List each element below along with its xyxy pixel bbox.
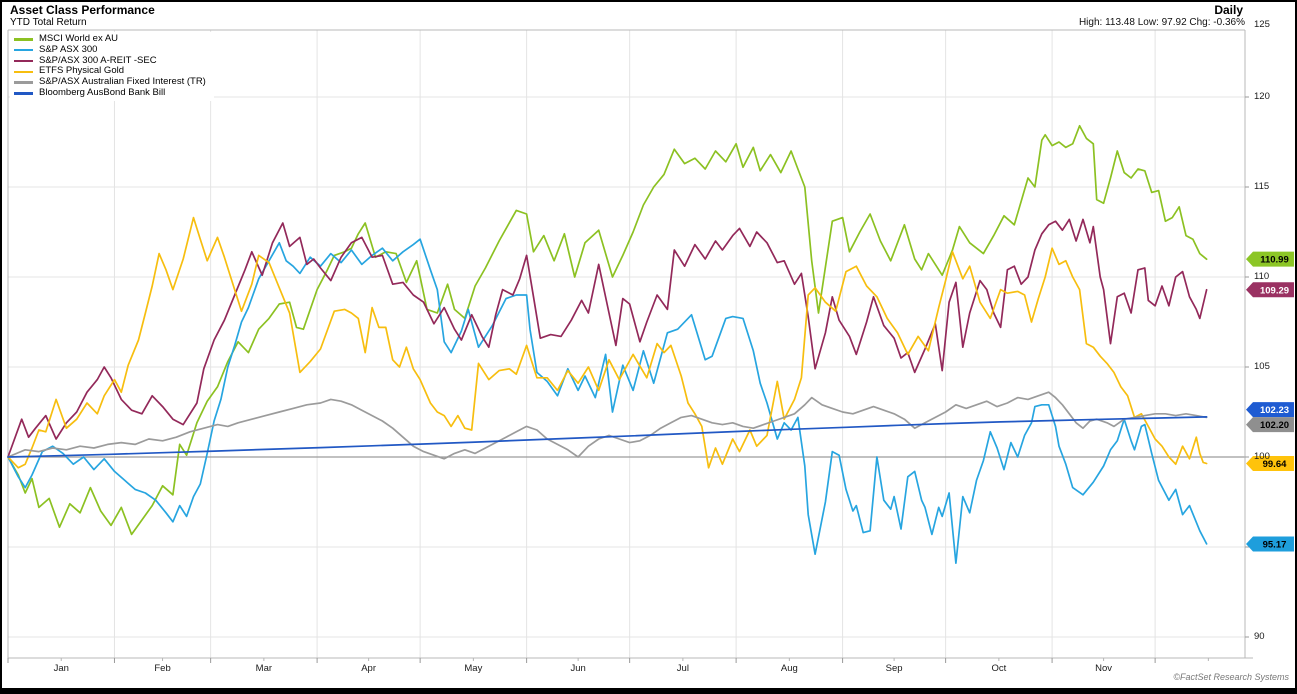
- legend-label: S&P/ASX Australian Fixed Interest (TR): [39, 76, 206, 88]
- x-axis-month-label[interactable]: Feb: [154, 663, 171, 674]
- page-title: Asset Class Performance: [10, 3, 155, 17]
- price-flag-value: 95.17: [1263, 539, 1287, 550]
- legend: MSCI World ex AU S&P ASX 300 S&P/ASX 300 A…: [10, 32, 214, 101]
- price-flag-shape: [1246, 282, 1294, 298]
- x-axis-month-label[interactable]: Apr: [361, 663, 377, 674]
- legend-item-2[interactable]: S&P ASX 300: [14, 43, 206, 56]
- price-flag-shape: [1246, 402, 1294, 418]
- price-flag-value: 109.29: [1260, 285, 1289, 296]
- price-flag-value: 102.23: [1260, 405, 1289, 416]
- chart-subtitle: YTD Total Return: [10, 17, 87, 28]
- y-axis-tick-label: 90: [1254, 631, 1265, 642]
- y-axis-tick-label: 100: [1254, 451, 1270, 462]
- series-line-3: [7, 218, 1208, 458]
- x-axis-month-label[interactable]: Aug: [780, 663, 798, 674]
- frequency-label[interactable]: Daily: [1214, 3, 1243, 17]
- price-flag: 110.99: [1246, 251, 1294, 267]
- x-axis-month-label[interactable]: Nov: [1095, 663, 1113, 674]
- x-axis-month-label[interactable]: May: [464, 663, 483, 674]
- y-axis-tick-label: 105: [1254, 361, 1270, 372]
- legend-swatch: [14, 38, 33, 41]
- series-line-4: [7, 216, 1208, 469]
- x-axis-month-label[interactable]: Mar: [255, 663, 273, 674]
- price-flag-value: 102.20: [1260, 420, 1289, 431]
- price-flag: 95.17: [1246, 536, 1294, 552]
- series-line-1: [7, 124, 1208, 536]
- series-line-2: [7, 238, 1208, 565]
- legend-label: MSCI World ex AU: [39, 33, 119, 44]
- legend-item-5[interactable]: S&P/ASX Australian Fixed Interest (TR): [14, 76, 206, 88]
- legend-swatch: [14, 70, 33, 74]
- price-flag: 102.23: [1246, 402, 1294, 418]
- y-axis-tick-label: 125: [1254, 19, 1270, 30]
- legend-swatch: [14, 81, 33, 84]
- series-line-6: [7, 416, 1208, 458]
- x-axis-month-label[interactable]: Jan: [53, 663, 69, 674]
- series-line-5: [7, 391, 1208, 460]
- price-flag: 99.64: [1246, 455, 1294, 471]
- legend-label: ETFS Physical Gold: [39, 65, 124, 77]
- y-axis-tick-label: 120: [1254, 91, 1270, 102]
- factset-credit: ©FactSet Research Systems: [1173, 672, 1289, 682]
- price-flag-shape: [1246, 251, 1294, 267]
- price-flag-value: 99.64: [1263, 459, 1287, 470]
- legend-swatch: [14, 59, 33, 63]
- legend-item-6[interactable]: Bloomberg AusBond Bank Bill: [14, 86, 206, 99]
- price-flag-shape: [1246, 536, 1294, 552]
- x-axis-month-label[interactable]: Oct: [991, 663, 1007, 674]
- legend-label: S&P/ASX 300 A-REIT -SEC: [39, 54, 157, 66]
- legend-label: S&P ASX 300: [39, 43, 98, 55]
- high-low-stats: High: 113.48 Low: 97.92 Chg: -0.36%: [1078, 17, 1245, 28]
- legend-item-4[interactable]: ETFS Physical Gold: [14, 66, 206, 77]
- legend-swatch: [14, 92, 33, 95]
- x-axis-month-label[interactable]: Jun: [570, 663, 586, 674]
- x-axis-month-label[interactable]: Sep: [885, 663, 903, 674]
- x-axis-month-label[interactable]: Jul: [676, 663, 689, 674]
- price-flag: 109.29: [1246, 282, 1294, 298]
- legend-swatch: [14, 48, 33, 52]
- y-axis-tick-label: 110: [1254, 271, 1270, 282]
- price-flag-value: 110.99: [1260, 255, 1289, 266]
- legend-item-1[interactable]: MSCI World ex AU: [14, 33, 206, 45]
- price-flag: 102.20: [1246, 417, 1294, 433]
- y-axis-tick-label: 115: [1254, 181, 1270, 192]
- price-flag-shape: [1246, 417, 1294, 433]
- legend-item-3[interactable]: S&P/ASX 300 A-REIT -SEC: [14, 54, 206, 67]
- price-flag-shape: [1246, 455, 1294, 471]
- legend-label: Bloomberg AusBond Bank Bill: [39, 86, 166, 98]
